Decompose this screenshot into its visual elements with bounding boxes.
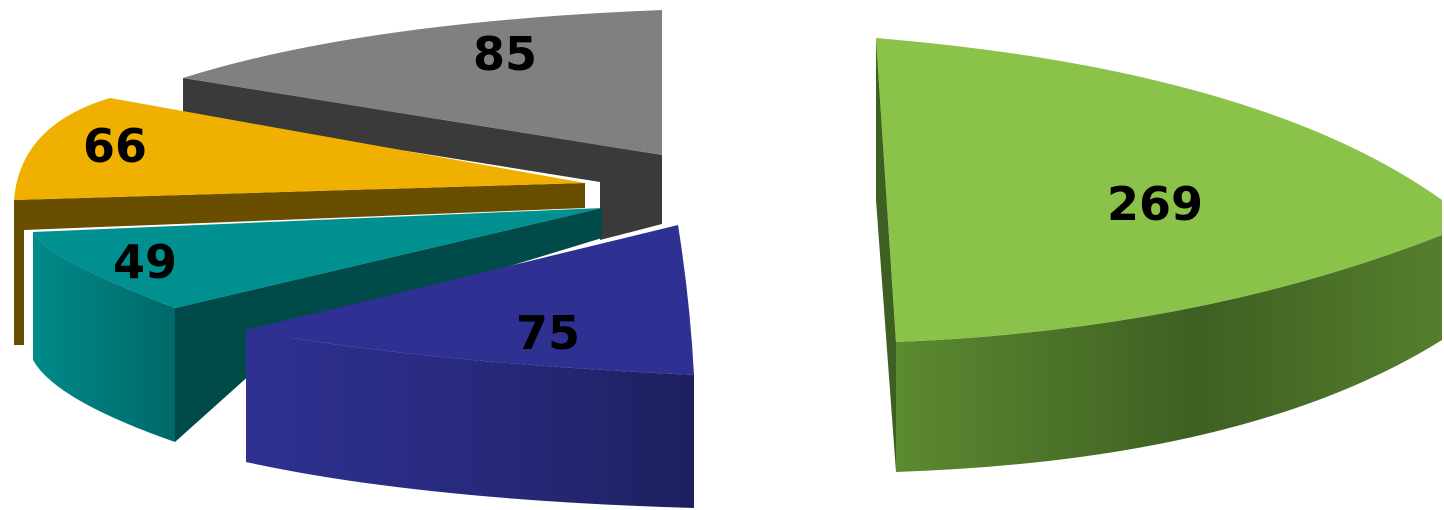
- pie-slice-269: [876, 38, 1442, 472]
- data-label-66: 66: [83, 119, 147, 173]
- data-label-85: 85: [473, 27, 537, 81]
- data-label-75: 75: [516, 306, 580, 360]
- data-label-49: 49: [113, 235, 177, 289]
- data-label-269: 269: [1107, 177, 1203, 231]
